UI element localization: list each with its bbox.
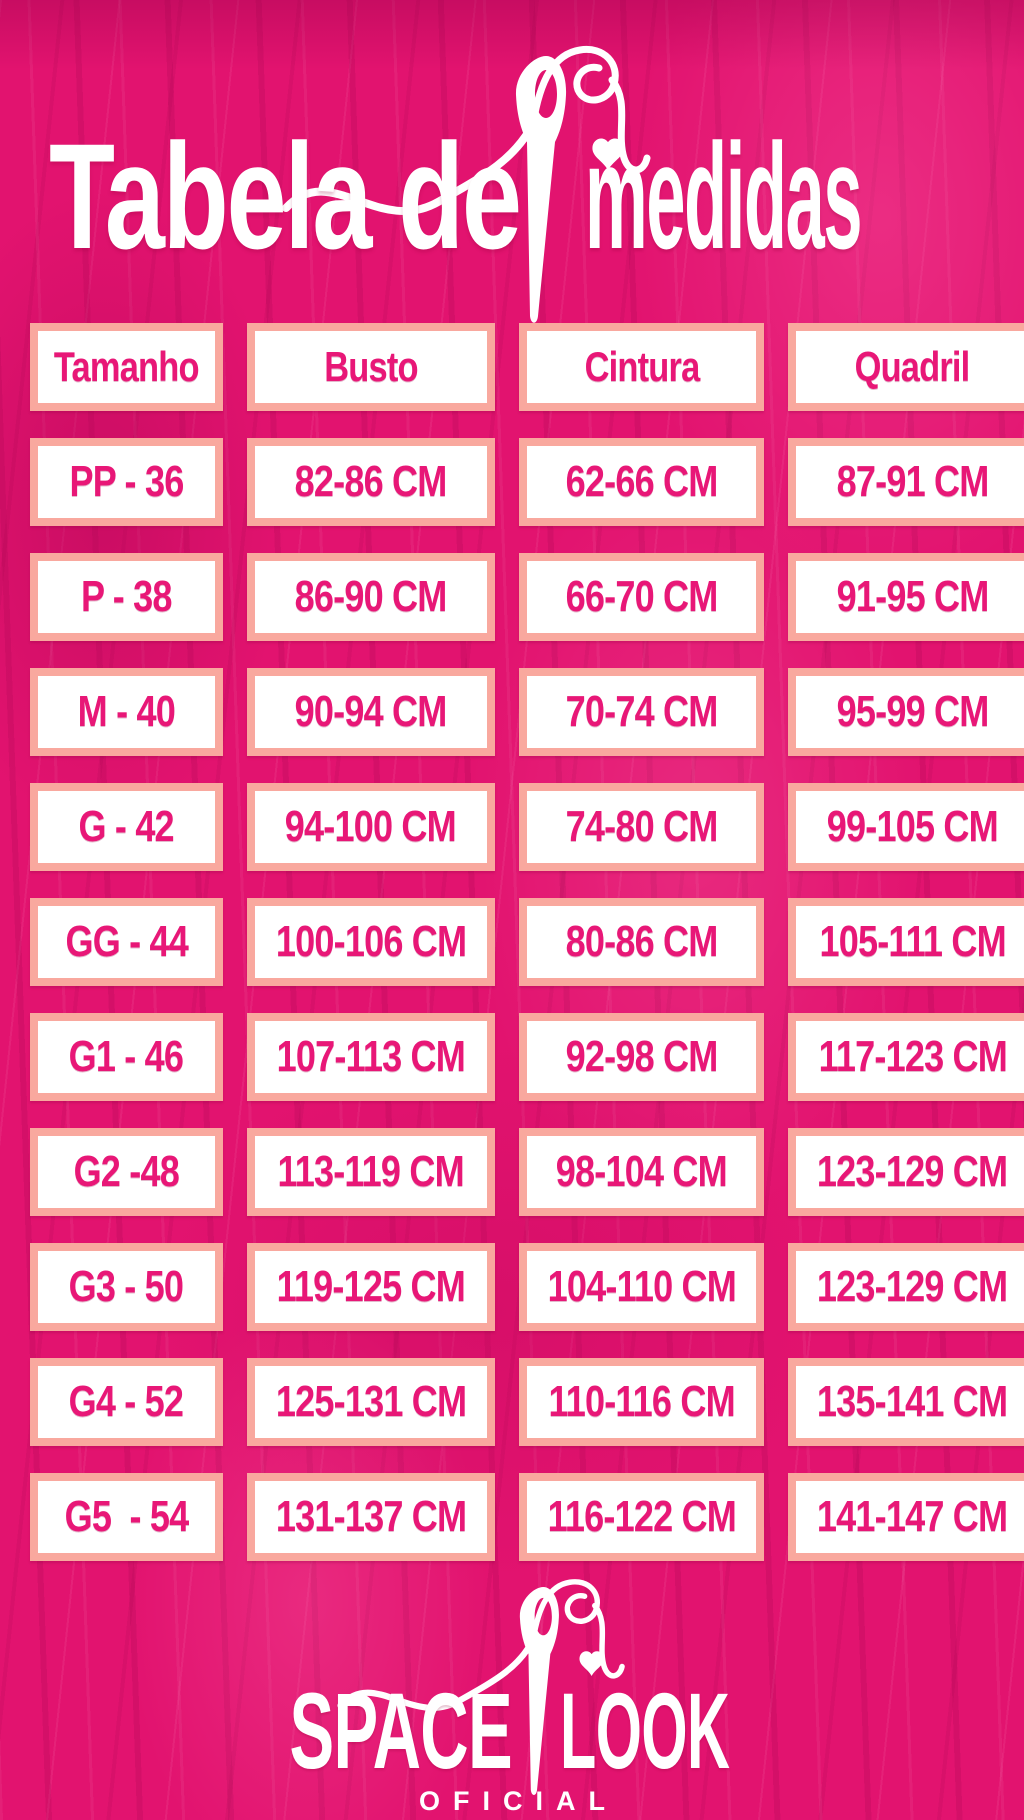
measure-cell: 104-110 CM — [518, 1243, 765, 1331]
size-cell: G3 - 50 — [30, 1243, 223, 1331]
size-cell: G - 42 — [30, 783, 223, 871]
measure-cell: 82-86 CM — [246, 438, 495, 526]
size-cell: G2 -48 — [30, 1128, 223, 1216]
measure-cell: 70-74 CM — [518, 668, 765, 756]
size-cell: G1 - 46 — [30, 1013, 223, 1101]
measure-cell: 105-111 CM — [788, 898, 1024, 986]
measure-cell: 87-91 CM — [788, 438, 1024, 526]
size-table: Tamanho Busto Cintura Quadril PP - 36 82-… — [30, 323, 1024, 1561]
measure-cell: 98-104 CM — [518, 1128, 765, 1216]
measure-cell: 74-80 CM — [518, 783, 765, 871]
measure-cell: 125-131 CM — [246, 1358, 495, 1446]
size-cell: P - 38 — [30, 553, 223, 641]
measure-cell: 135-141 CM — [788, 1358, 1024, 1446]
header-cell-busto: Busto — [246, 323, 495, 411]
measure-cell: 116-122 CM — [518, 1473, 765, 1561]
measure-cell: 80-86 CM — [518, 898, 765, 986]
brand-name-left: SPACE — [289, 1670, 512, 1791]
measure-cell: 86-90 CM — [246, 553, 495, 641]
header-cell-quadril: Quadril — [788, 323, 1024, 411]
measure-cell: 66-70 CM — [518, 553, 765, 641]
measure-cell: 117-123 CM — [788, 1013, 1024, 1101]
size-cell: GG - 44 — [30, 898, 223, 986]
measure-cell: 123-129 CM — [788, 1243, 1024, 1331]
measure-cell: 141-147 CM — [788, 1473, 1024, 1561]
measure-cell: 99-105 CM — [788, 783, 1024, 871]
size-cell: M - 40 — [30, 668, 223, 756]
measure-cell: 91-95 CM — [788, 553, 1024, 641]
measure-cell: 90-94 CM — [246, 668, 495, 756]
measure-cell: 131-137 CM — [246, 1473, 495, 1561]
brand-subtitle: OFICIAL — [419, 1786, 618, 1816]
measure-cell: 119-125 CM — [246, 1243, 495, 1331]
measure-cell: 94-100 CM — [246, 783, 495, 871]
size-cell: G5 - 54 — [30, 1473, 223, 1561]
size-cell: G4 - 52 — [30, 1358, 223, 1446]
measure-cell: 113-119 CM — [246, 1128, 495, 1216]
header-cell-tamanho: Tamanho — [30, 323, 223, 411]
header-cell-cintura: Cintura — [518, 323, 765, 411]
measure-cell: 100-106 CM — [246, 898, 495, 986]
measure-cell: 123-129 CM — [788, 1128, 1024, 1216]
measure-cell: 107-113 CM — [246, 1013, 495, 1101]
measure-cell: 95-99 CM — [788, 668, 1024, 756]
measure-cell: 92-98 CM — [518, 1013, 765, 1101]
measure-cell: 62-66 CM — [518, 438, 765, 526]
title-right: medidas — [585, 112, 863, 280]
brand-name-right: LOOK — [560, 1670, 730, 1791]
measure-cell: 110-116 CM — [518, 1358, 765, 1446]
title-left: Tabela de — [49, 112, 522, 280]
size-cell: PP - 36 — [30, 438, 223, 526]
